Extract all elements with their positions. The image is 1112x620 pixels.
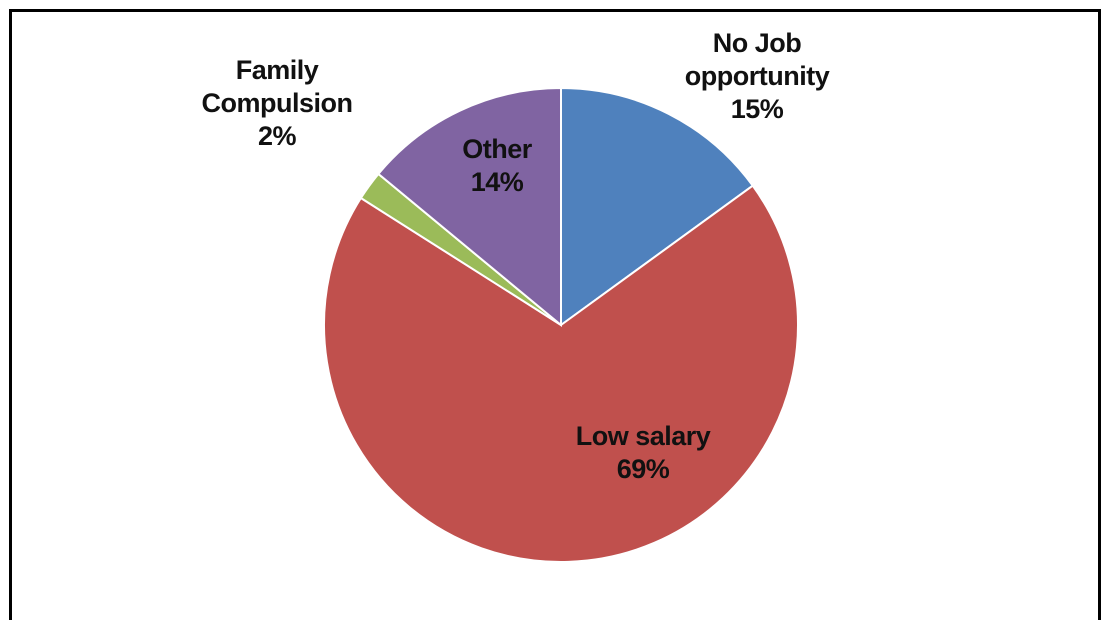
slice-label: No Job opportunity 15% <box>662 27 852 126</box>
pie-slice <box>560 86 755 327</box>
chart-frame <box>9 9 1101 620</box>
slice-category: Family Compulsion <box>201 55 354 118</box>
slice-value: 69% <box>616 454 670 484</box>
slice-label: Other 14% <box>437 133 557 199</box>
slice-category: No Job opportunity <box>684 28 830 91</box>
pie-slice <box>376 86 562 328</box>
pie-slice <box>323 184 799 563</box>
slice-category: Other <box>462 134 532 164</box>
slice-category: Low salary <box>575 421 711 451</box>
slice-label: Family Compulsion 2% <box>177 54 377 153</box>
slice-value: 15% <box>730 94 784 124</box>
slice-value: 2% <box>257 121 297 151</box>
slice-label: Low salary 69% <box>513 420 773 486</box>
slice-value: 14% <box>470 167 524 197</box>
